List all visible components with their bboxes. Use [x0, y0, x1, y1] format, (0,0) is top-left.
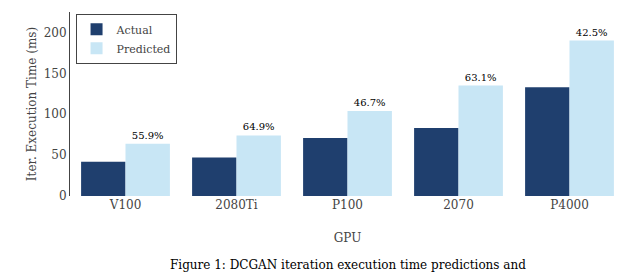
svg-text:0: 0 — [59, 189, 67, 203]
svg-text:55.9%: 55.9% — [132, 130, 164, 141]
svg-text:V100: V100 — [109, 198, 142, 212]
svg-text:Predicted: Predicted — [117, 43, 171, 56]
svg-text:2080Ti: 2080Ti — [215, 198, 258, 212]
svg-text:50: 50 — [51, 148, 66, 162]
svg-text:P100: P100 — [332, 198, 363, 212]
svg-text:64.9%: 64.9% — [243, 121, 275, 132]
svg-text:Iter. Execution Time (ms): Iter. Execution Time (ms) — [25, 27, 39, 181]
svg-text:Figure 1: DCGAN iteration exec: Figure 1: DCGAN iteration execution time… — [170, 258, 526, 272]
svg-text:GPU: GPU — [334, 231, 362, 245]
svg-text:150: 150 — [44, 67, 67, 81]
svg-text:63.1%: 63.1% — [465, 72, 497, 83]
svg-text:200: 200 — [44, 26, 67, 40]
svg-text:P4000: P4000 — [550, 198, 589, 212]
svg-text:100: 100 — [44, 107, 67, 121]
svg-text:42.5%: 42.5% — [576, 27, 608, 38]
svg-text:46.7%: 46.7% — [354, 97, 386, 108]
svg-text:2070: 2070 — [443, 198, 474, 212]
svg-text:Actual: Actual — [116, 24, 153, 37]
